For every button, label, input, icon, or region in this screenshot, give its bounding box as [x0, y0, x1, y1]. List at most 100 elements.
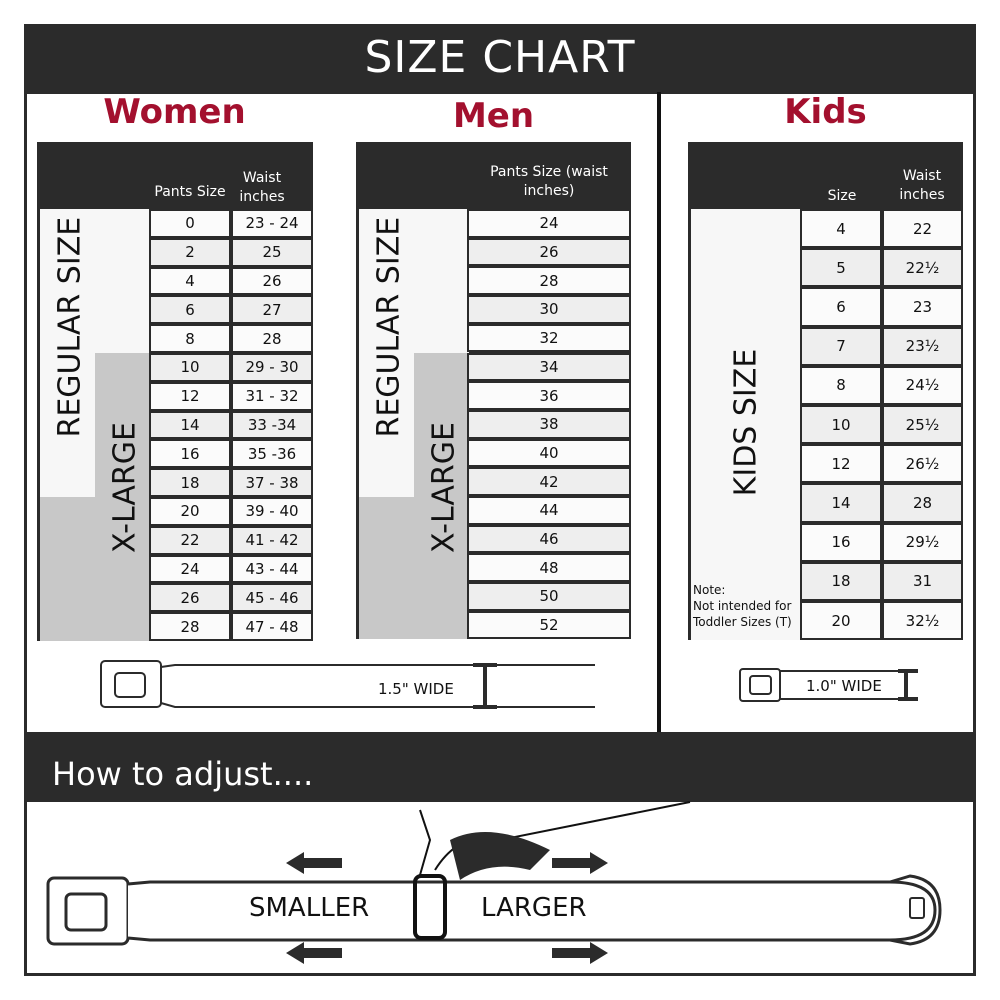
kids-title: Kids [784, 92, 867, 132]
waist-cell: 22 [882, 209, 963, 249]
col-header-pants-size: Pants Size [154, 184, 226, 200]
waist-cell: 27 [231, 295, 313, 325]
pants-size-cell: 52 [467, 610, 631, 640]
larger-label: LARGER [481, 893, 587, 923]
kids-size-cell: 8 [800, 365, 882, 405]
xlarge-label: X-LARGE [107, 422, 143, 553]
pants-size-cell: 38 [467, 409, 631, 439]
women-title: Women [103, 92, 246, 132]
kids-table: Size Waist inches 4 22 5 22½ 6 23 7 23½ 8 24½ 10 25… [688, 142, 963, 641]
regular-area [40, 352, 95, 497]
waist-cell: 29½ [882, 522, 963, 562]
pants-size-cell: 20 [149, 497, 231, 526]
pants-size-cell: 42 [467, 467, 631, 496]
waist-cell: 33 -34 [231, 410, 313, 440]
kids-size-cell: 6 [800, 287, 882, 327]
xlarge-label: X-LARGE [426, 422, 462, 553]
width-label: 1.0" WIDE [806, 677, 882, 695]
belt-1-0-drawing [739, 668, 918, 702]
pants-size-cell: 6 [149, 295, 231, 325]
adjuster-slider-icon [413, 874, 447, 940]
col-header-waist: Waist inches [239, 170, 285, 205]
waist-cell: 24½ [882, 365, 963, 405]
pants-size-cell: 24 [467, 209, 631, 238]
col-header-pants-size: Pants Size (waist inches) [490, 164, 608, 199]
pants-size-cell: 48 [467, 553, 631, 583]
pants-size-cell: 0 [149, 209, 231, 238]
note-line: Not intended for [693, 599, 792, 613]
kids-size-cell: 14 [800, 483, 882, 523]
pants-size-cell: 24 [149, 554, 231, 584]
kids-size-label: KIDS SIZE [728, 348, 764, 497]
adjust-header: How to adjust.... [24, 732, 976, 802]
pants-size-cell: 10 [149, 353, 231, 382]
width-label: 1.5" WIDE [378, 680, 454, 698]
kids-size-cell: 7 [800, 326, 882, 366]
pants-size-cell: 4 [149, 266, 231, 296]
buckle-icon [739, 668, 781, 702]
note-title: Note: [693, 583, 726, 597]
kids-size-cell: 12 [800, 444, 882, 484]
col-header-size: Size [827, 188, 857, 204]
note-line: Toddler Sizes (T) [693, 615, 792, 629]
arrow-right-icon [552, 852, 608, 964]
kids-size-cell: 18 [800, 561, 882, 601]
smaller-label: SMALLER [249, 893, 370, 923]
waist-cell: 25½ [882, 405, 963, 445]
pants-size-cell: 46 [467, 524, 631, 554]
section-divider [657, 92, 661, 732]
pants-size-cell: 2 [149, 237, 231, 267]
regular-size-label: REGULAR SIZE [52, 216, 88, 438]
note: Note: Not intended for Toddler Sizes (T) [693, 582, 803, 630]
pants-size-cell: 22 [149, 525, 231, 555]
waist-cell: 31 - 32 [231, 381, 313, 411]
kids-size-cell: 20 [800, 601, 882, 641]
waist-cell: 35 -36 [231, 439, 313, 469]
pants-size-cell: 12 [149, 381, 231, 411]
regular-area [40, 209, 151, 353]
waist-cell: 23 [882, 287, 963, 327]
buckle-icon [100, 660, 162, 708]
pants-size-cell: 18 [149, 468, 231, 497]
regular-area [359, 352, 414, 497]
pants-size-cell: 8 [149, 324, 231, 353]
kids-size-cell: 4 [800, 209, 882, 249]
women-table: Pants Size Waist inches 0 23 - 24 2 25 4 26 6 2… [37, 142, 313, 641]
kids-area [691, 209, 802, 640]
belt-1-5-drawing [100, 660, 595, 709]
men-table: Pants Size (waist inches) 24 26 28 30 32 34 36… [356, 142, 631, 640]
waist-cell: 29 - 30 [231, 353, 313, 382]
page-title: SIZE CHART [24, 24, 976, 94]
waist-cell: 23 - 24 [231, 209, 313, 238]
pants-size-cell: 28 [467, 266, 631, 296]
waist-cell: 28 [882, 483, 963, 523]
adjust-diagram [46, 801, 942, 964]
pants-size-cell: 26 [149, 583, 231, 613]
pants-size-cell: 32 [467, 323, 631, 353]
pants-size-cell: 30 [467, 295, 631, 324]
kids-size-cell: 16 [800, 522, 882, 562]
pants-size-cell: 44 [467, 496, 631, 525]
waist-cell: 23½ [882, 326, 963, 366]
waist-cell: 31 [882, 561, 963, 601]
pants-size-cell: 40 [467, 438, 631, 468]
waist-cell: 47 - 48 [231, 612, 313, 641]
arrow-left-icon [286, 852, 342, 964]
waist-cell: 22½ [882, 248, 963, 288]
pants-size-cell: 14 [149, 410, 231, 440]
pants-size-cell: 36 [467, 381, 631, 410]
pants-size-cell: 28 [149, 612, 231, 641]
col-header-waist: Waist inches [899, 168, 945, 203]
regular-area [359, 209, 469, 353]
waist-cell: 41 - 42 [231, 525, 313, 555]
pants-size-cell: 16 [149, 439, 231, 469]
pants-size-cell: 50 [467, 582, 631, 611]
waist-cell: 32½ [882, 601, 963, 641]
kids-size-cell: 5 [800, 248, 882, 288]
regular-size-label: REGULAR SIZE [371, 216, 407, 438]
waist-cell: 26½ [882, 444, 963, 484]
waist-cell: 26 [231, 266, 313, 296]
waist-cell: 28 [231, 324, 313, 353]
pants-size-cell: 26 [467, 237, 631, 267]
pants-size-cell: 34 [467, 352, 631, 382]
